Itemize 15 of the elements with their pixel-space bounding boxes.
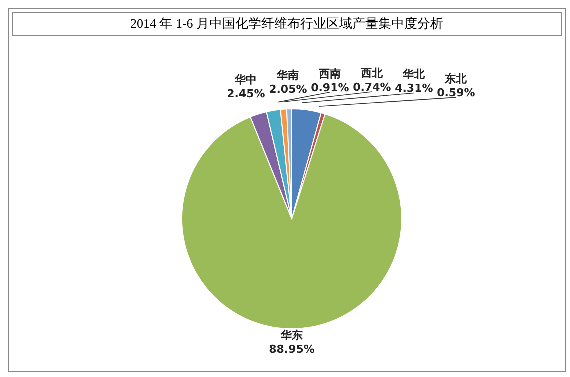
data-label: 2.05% bbox=[269, 82, 308, 96]
slice-label: 华北 bbox=[402, 68, 426, 82]
data-label: 4.31% bbox=[395, 82, 434, 96]
slice-label: 华中 bbox=[234, 73, 258, 86]
slice-label: 西北 bbox=[360, 67, 384, 80]
slice-label: 西南 bbox=[318, 67, 342, 80]
data-label: 2.45% bbox=[227, 87, 266, 100]
data-label: 0.91% bbox=[311, 81, 350, 94]
slice-label: 华东 bbox=[280, 328, 304, 342]
data-label: 0.74% bbox=[353, 81, 392, 94]
data-label: 0.59% bbox=[437, 86, 476, 100]
slice-label: 华南 bbox=[276, 68, 300, 82]
chart-title: 2014 年 1-6 月中国化学纤维布行业区域产量集中度分析 bbox=[12, 12, 562, 36]
slice-label: 东北 bbox=[444, 72, 468, 86]
data-label: 88.95% bbox=[269, 342, 315, 356]
